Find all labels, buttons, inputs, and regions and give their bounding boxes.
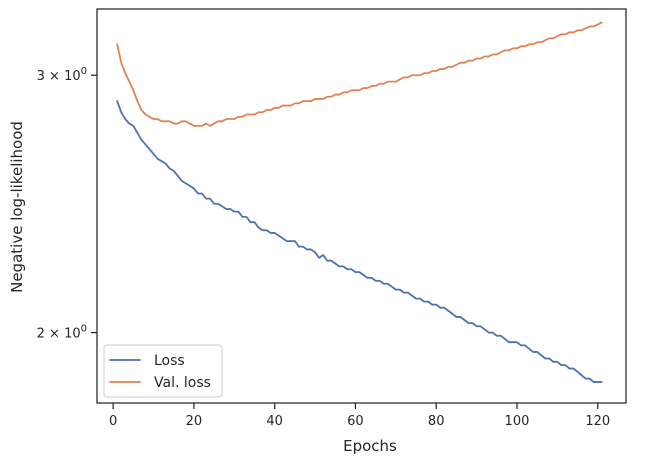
series-line-1: [116, 21, 603, 127]
legend-label-loss: Loss: [154, 353, 185, 369]
y-tick-label: 3 × 100: [37, 66, 87, 84]
legend-box: [103, 344, 223, 398]
plot-frame: [96, 8, 627, 404]
y-axis-label: Negative log-likelihood: [8, 121, 26, 293]
x-tick-label: 100: [505, 414, 530, 429]
y-axis: 2 × 100 3 × 100: [37, 66, 97, 342]
x-tick-label: 0: [109, 414, 117, 429]
legend: Loss Val. loss: [103, 344, 223, 398]
x-tick-label: 80: [428, 414, 445, 429]
x-axis-label: Epochs: [343, 437, 397, 455]
x-tick-label: 20: [186, 414, 203, 429]
series-layer: [116, 21, 603, 383]
series-line-0: [116, 100, 603, 383]
y-tick-label: 2 × 100: [37, 324, 87, 342]
x-tick-label: 40: [266, 414, 283, 429]
x-axis: 0 20 40 60 80 100 120: [109, 403, 610, 429]
x-tick-label: 120: [585, 414, 610, 429]
legend-label-val-loss: Val. loss: [154, 375, 211, 391]
x-tick-label: 60: [347, 414, 364, 429]
